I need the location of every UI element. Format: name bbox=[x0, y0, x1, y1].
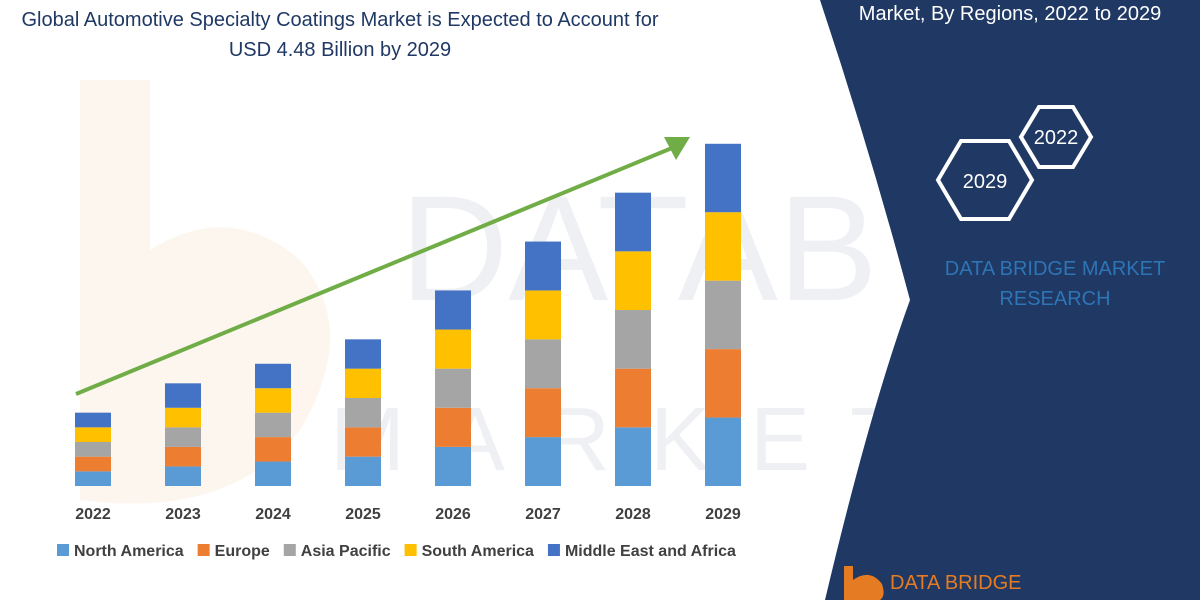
legend-label: Europe bbox=[215, 543, 270, 560]
legend-swatch bbox=[404, 544, 417, 556]
trend-arrow-line bbox=[75, 146, 673, 396]
bar-2025-middle-east-and-africa bbox=[345, 339, 381, 369]
bar-2025-asia-pacific bbox=[345, 398, 381, 428]
bar-2026-middle-east-and-africa bbox=[435, 290, 471, 330]
bar-2029-asia-pacific bbox=[705, 280, 741, 350]
bar-2022-asia-pacific bbox=[75, 442, 111, 457]
bar-2025-europe bbox=[345, 427, 381, 457]
bar-2028-south-america bbox=[615, 251, 651, 310]
regions-panel bbox=[820, 0, 1200, 600]
bar-2024-europe bbox=[255, 437, 291, 462]
bar-2029-south-america bbox=[705, 212, 741, 281]
panel-title: Market, By Regions, 2022 to 2029 bbox=[858, 3, 1162, 25]
brand-name: DATA BRIDGE MARKET RESEARCH bbox=[944, 258, 1166, 310]
bar-2029-europe bbox=[705, 349, 741, 418]
x-tick-label: 2028 bbox=[615, 506, 651, 523]
bar-2024-asia-pacific bbox=[255, 412, 291, 438]
x-tick-label: 2022 bbox=[75, 506, 111, 523]
bar-2029-north-america bbox=[705, 417, 741, 486]
bar-2023-middle-east-and-africa bbox=[165, 383, 201, 408]
bar-2024-south-america bbox=[255, 388, 291, 413]
bar-2024-middle-east-and-africa bbox=[255, 363, 291, 389]
trend-arrow bbox=[75, 137, 690, 396]
hex-badge-2022-label: 2022 bbox=[1034, 127, 1079, 149]
bar-2022-south-america bbox=[75, 427, 111, 442]
bar-2028-middle-east-and-africa bbox=[615, 192, 651, 252]
legend-swatch bbox=[197, 544, 210, 556]
bar-2027-south-america bbox=[525, 290, 561, 340]
bar-2029-middle-east-and-africa bbox=[705, 143, 741, 213]
bar-2027-middle-east-and-africa bbox=[525, 241, 561, 291]
bar-2027-europe bbox=[525, 388, 561, 438]
bar-2028-asia-pacific bbox=[615, 310, 651, 369]
bar-2022-europe bbox=[75, 456, 111, 472]
hex-badge-2029-label: 2029 bbox=[963, 171, 1008, 193]
bar-2023-asia-pacific bbox=[165, 427, 201, 447]
bar-2023-south-america bbox=[165, 407, 201, 428]
x-tick-label: 2026 bbox=[435, 506, 471, 523]
legend-label: North America bbox=[74, 543, 184, 560]
legend-label: Asia Pacific bbox=[301, 543, 391, 560]
brand-logo-icon bbox=[844, 566, 884, 600]
hex-badge-2022: 2022 bbox=[1018, 105, 1094, 169]
x-tick-label: 2025 bbox=[345, 506, 381, 523]
bar-2025-north-america bbox=[345, 456, 381, 486]
legend-label: Middle East and Africa bbox=[565, 543, 736, 560]
bar-2027-asia-pacific bbox=[525, 339, 561, 389]
trend-arrow-head-icon bbox=[664, 137, 690, 160]
x-axis-ticks: 2022 2023 2024 2025 2026 2027 2028 2029 bbox=[75, 506, 741, 523]
bar-2024-north-america bbox=[255, 461, 291, 486]
bar-2028-europe bbox=[615, 368, 651, 428]
bar-2028-north-america bbox=[615, 427, 651, 486]
x-tick-label: 2029 bbox=[705, 506, 741, 523]
bar-2023-north-america bbox=[165, 466, 201, 486]
bar-2026-europe bbox=[435, 407, 471, 447]
legend-swatch bbox=[57, 544, 69, 556]
legend: North America Europe Asia Pacific South Ame… bbox=[57, 543, 736, 560]
bar-2025-south-america bbox=[345, 368, 381, 398]
bar-2022-north-america bbox=[75, 471, 111, 486]
x-tick-label: 2027 bbox=[525, 506, 561, 523]
bar-2026-south-america bbox=[435, 329, 471, 369]
x-tick-label: 2024 bbox=[255, 506, 291, 523]
x-tick-label: 2023 bbox=[165, 506, 201, 523]
bar-2022-middle-east-and-africa bbox=[75, 412, 111, 428]
hex-badge-2029: 2029 bbox=[935, 139, 1035, 221]
bar-series-group bbox=[75, 143, 741, 486]
legend-swatch bbox=[283, 544, 296, 556]
bar-2023-europe bbox=[165, 446, 201, 467]
chart-title: Global Automotive Specialty Coatings Mar… bbox=[21, 9, 659, 61]
bar-2027-north-america bbox=[525, 437, 561, 486]
logo-wordmark: DATA BRIDGE bbox=[890, 572, 1022, 594]
legend-label: South America bbox=[422, 543, 534, 560]
bar-2026-north-america bbox=[435, 446, 471, 486]
bar-2026-asia-pacific bbox=[435, 368, 471, 408]
legend-swatch bbox=[547, 544, 560, 556]
